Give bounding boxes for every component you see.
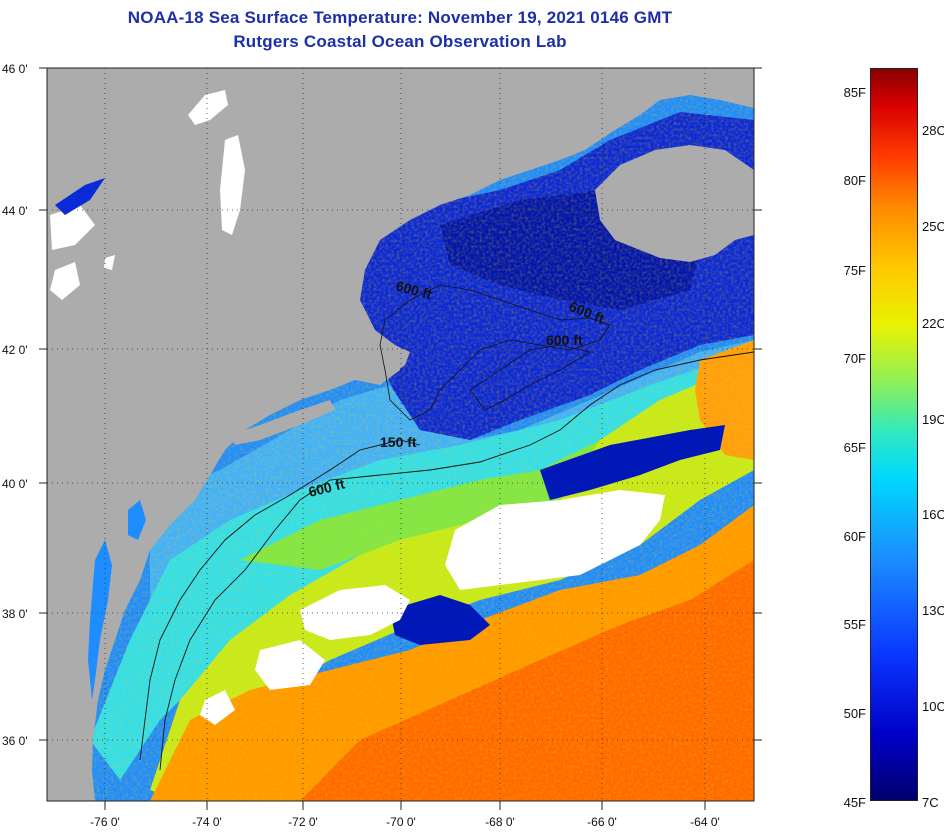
colorbar-c-label: 25C xyxy=(922,219,944,234)
lon-label: -70 0' xyxy=(386,815,416,829)
contour-label: 600 ft xyxy=(546,332,583,348)
lat-label: 36 0' xyxy=(2,734,28,748)
colorbar-c-label: 28C xyxy=(922,123,944,138)
lon-label: -66 0' xyxy=(587,815,617,829)
colorbar-f-label: 45F xyxy=(843,795,866,810)
lake xyxy=(188,90,228,125)
map-title: NOAA-18 Sea Surface Temperature: Novembe… xyxy=(127,8,673,27)
lake xyxy=(50,205,95,250)
lat-label: 44 0' xyxy=(2,204,28,218)
colorbar-c-label: 19C xyxy=(922,412,944,427)
lat-label: 46 0' xyxy=(2,62,28,76)
colorbar-f-label: 80F xyxy=(843,173,866,188)
contour-line-georges xyxy=(469,344,592,411)
colorbar-c-label: 7C xyxy=(922,795,939,810)
lon-label: -76 0' xyxy=(90,815,120,829)
contour-line-600ft xyxy=(159,351,754,771)
lon-label: -64 0' xyxy=(690,815,720,829)
cloud-patch xyxy=(255,640,325,690)
colorbar-f-label: 75F xyxy=(843,263,866,278)
colorbar-f-label: 65F xyxy=(843,440,866,455)
contour-label: 150 ft xyxy=(380,434,417,450)
land-cape-cod xyxy=(370,345,410,372)
land-mainland xyxy=(47,68,754,801)
colorbar-f-label: 70F xyxy=(843,351,866,366)
axis-ticks xyxy=(39,67,762,810)
cold-patch-south xyxy=(390,595,490,645)
contour-line-150ft xyxy=(139,439,421,761)
land-long-island xyxy=(230,400,335,445)
lon-label: -68 0' xyxy=(485,815,515,829)
lake xyxy=(104,255,115,270)
map-subtitle: Rutgers Coastal Ocean Observation Lab xyxy=(233,32,567,51)
colorbar-f-label: 55F xyxy=(843,617,866,632)
colorbar-f-label: 85F xyxy=(843,85,866,100)
cold-filament xyxy=(540,425,725,500)
lon-label: -74 0' xyxy=(192,815,222,829)
estuary xyxy=(55,178,105,215)
land-nova-scotia xyxy=(595,145,754,262)
colorbar-c-label: 16C xyxy=(922,507,944,522)
lake xyxy=(50,262,80,300)
colorbar-f-label: 60F xyxy=(843,529,866,544)
estuary xyxy=(128,500,146,540)
lon-label: -72 0' xyxy=(288,815,318,829)
lake xyxy=(220,135,245,235)
graticule xyxy=(47,68,754,801)
lat-label: 38 0' xyxy=(2,607,28,621)
cloud-patch xyxy=(200,690,235,725)
lat-label: 42 0' xyxy=(2,343,28,357)
colorbar-f-label: 50F xyxy=(843,706,866,721)
estuary xyxy=(88,540,112,700)
colorbar-c-label: 13C xyxy=(922,603,944,618)
temperature-colorbar xyxy=(870,68,918,801)
map-frame xyxy=(47,68,754,801)
lat-label: 40 0' xyxy=(2,477,28,491)
colorbar-c-label: 10C xyxy=(922,699,944,714)
cloud-patch xyxy=(300,585,410,640)
colorbar-c-label: 22C xyxy=(922,316,944,331)
cloud-patch xyxy=(445,490,665,590)
contour-line-gulf-of-maine xyxy=(379,284,611,421)
